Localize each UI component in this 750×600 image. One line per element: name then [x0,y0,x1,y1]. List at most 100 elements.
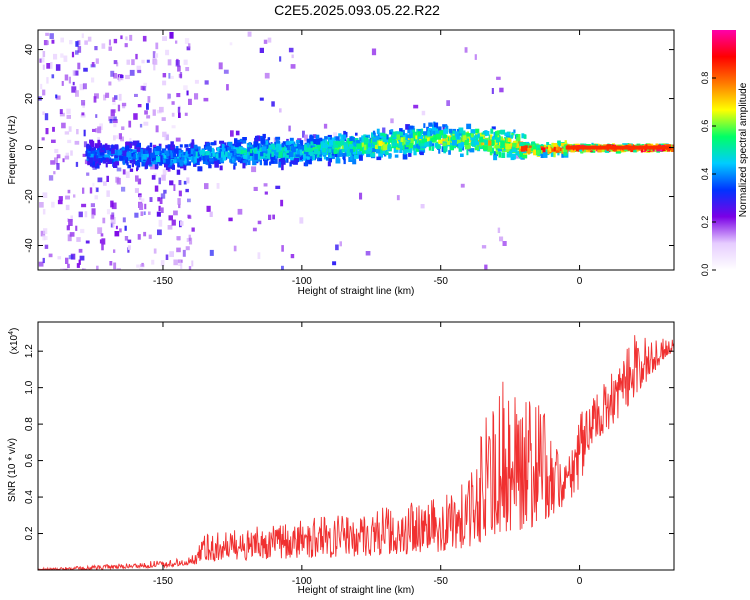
heatmap-cell [292,147,296,153]
heatmap-cell [418,140,422,146]
heatmap-cell [173,210,178,216]
heatmap-cell [67,234,72,242]
heatmap-cell [51,74,55,79]
heatmap-cell [335,244,339,251]
heatmap-cell [464,47,468,53]
heatmap-cell [76,237,81,242]
heatmap-cell [153,173,157,177]
heatmap-cell [224,152,228,157]
heatmap-cell [376,146,381,151]
heatmap-cell [135,160,140,166]
heatmap-cell [81,203,87,208]
heatmap-cell [313,138,317,144]
heatmap-cell [413,104,419,109]
heatmap-cell [432,139,435,143]
heatmap-cell [83,129,86,137]
heatmap-cell [366,151,371,158]
heatmap-cell [127,155,130,162]
heatmap-cell [500,129,506,135]
heatmap-cell [158,150,163,154]
heatmap-cell [89,187,93,194]
heatmap-cell [80,114,86,118]
heatmap-cell [242,160,248,166]
heatmap-cell [124,43,128,48]
heatmap-cell [421,138,425,144]
heatmap-cell [328,148,332,153]
heatmap-cell [509,148,513,154]
heatmap-cell [371,48,377,56]
heatmap-cell [94,46,98,51]
heatmap-cell [86,143,90,150]
heatmap-cell [286,158,289,163]
heatmap-cell [363,144,367,151]
heatmap-cell [118,93,122,101]
heatmap-cell [171,164,175,170]
heatmap-cell [294,154,300,161]
heatmap-cell [183,85,188,90]
heatmap-cell [120,35,123,40]
heatmap-cell [343,144,349,150]
heatmap-cell [114,95,118,100]
heatmap-cell [193,144,198,150]
heatmap-cell [429,141,432,147]
heatmap-cell [73,194,76,198]
heatmap-cell [670,145,674,151]
heatmap-cell [176,247,181,253]
heatmap-cell [86,172,90,176]
heatmap-cell [167,225,173,230]
heatmap-cell [490,147,495,154]
heatmap-cell [62,268,68,270]
heatmap-cell [199,150,205,155]
x-tick-label: -150 [153,576,173,587]
heatmap-cell [60,268,65,270]
heatmap-cell [113,60,118,65]
heatmap-cell [185,246,190,251]
heatmap-cell [460,142,465,147]
heatmap-cell [542,147,546,153]
heatmap-cell [376,139,380,145]
heatmap-cell [306,142,310,148]
heatmap-cell [126,59,130,65]
heatmap-cell [258,153,261,159]
heatmap-cell [250,144,254,150]
heatmap-cell [191,227,195,232]
heatmap-cell [95,155,98,159]
heatmap-cell [157,229,162,236]
heatmap-cell [110,214,115,220]
heatmap-cell [332,152,335,156]
heatmap-cell [150,152,155,158]
heatmap-cell [349,146,354,151]
heatmap-cell [228,148,231,154]
heatmap-cell [44,113,49,121]
heatmap-cell [488,140,492,146]
heatmap-cell [214,162,219,168]
heatmap-cell [385,151,389,156]
heatmap-cell [422,149,426,153]
heatmap-cell [427,131,430,137]
heatmap-cell [112,223,115,228]
heatmap-cell [543,144,546,150]
figure-title: C2E5.2025.093.05.22.R22 [274,2,440,18]
heatmap-cell [213,140,217,146]
heatmap-cell [479,134,484,138]
heatmap-cell [162,36,167,41]
heatmap-cell [278,161,281,168]
heatmap-cell [51,139,56,143]
heatmap-cell [490,134,493,140]
heatmap-cell [517,151,521,156]
heatmap-cell [271,149,277,155]
heatmap-cell [469,138,472,143]
bottom-y-ticks: 0.2 0.4 0.6 0.8 1.0 1.2 [24,344,674,540]
heatmap-cell [157,197,160,202]
heatmap-cell [470,135,475,141]
heatmap-cell [281,265,284,270]
heatmap-cell [197,166,203,172]
heatmap-cell [42,234,46,241]
heatmap-cell [359,155,363,161]
heatmap-cell [289,151,294,157]
heatmap-cell [204,80,209,85]
heatmap-cell [153,59,158,65]
heatmap-cell [267,142,271,147]
heatmap-cell [228,217,233,222]
heatmap-cell [349,149,354,153]
